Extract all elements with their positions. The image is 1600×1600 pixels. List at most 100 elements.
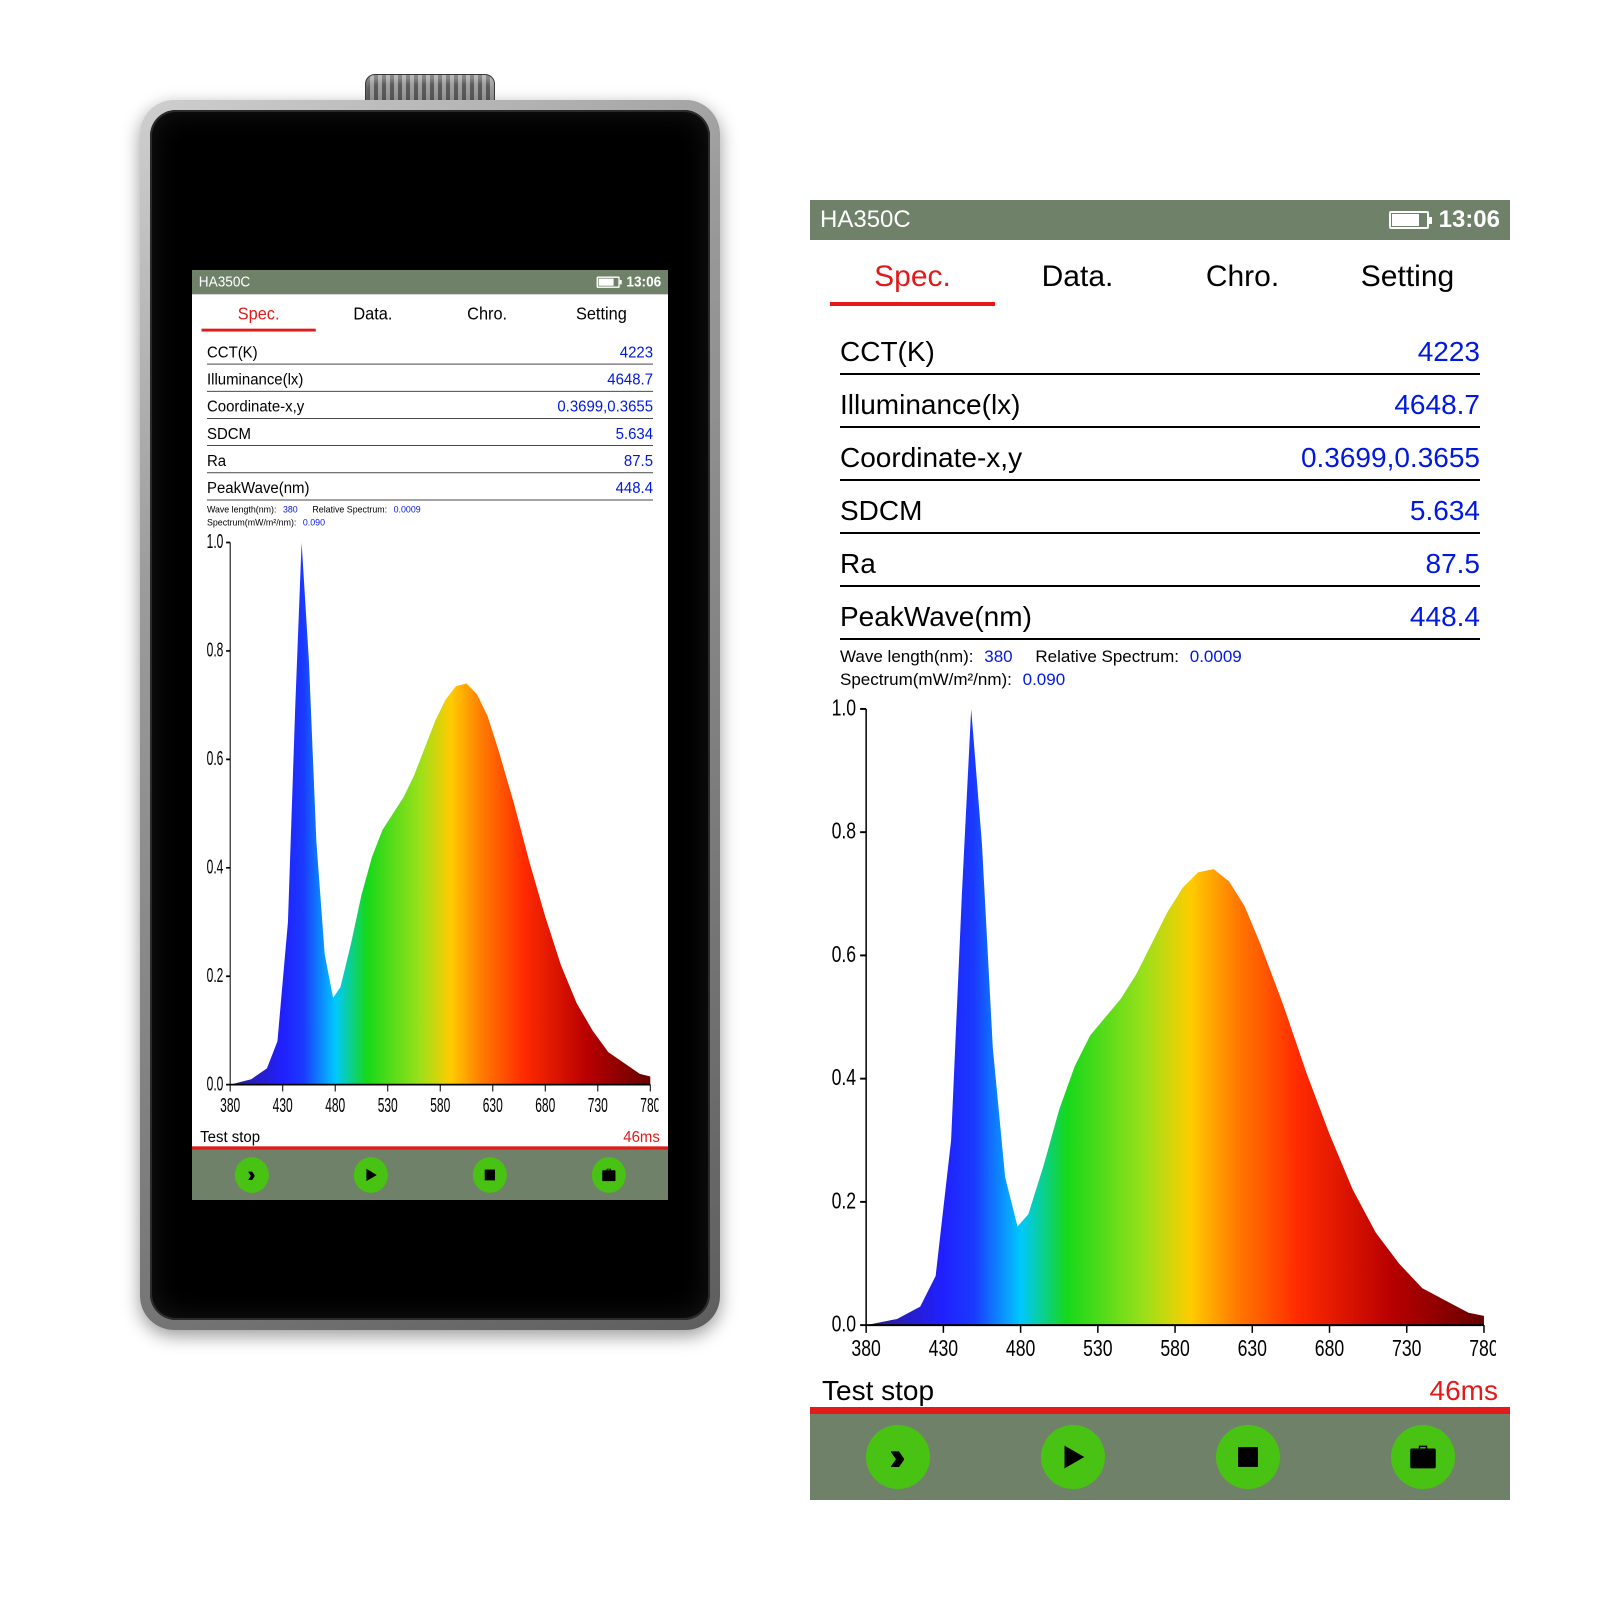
spectrum-svg: 0.00.20.40.60.81.03804304805305806306807…	[195, 531, 659, 1123]
reading-label: SDCM	[207, 425, 616, 444]
test-status-row: Test stop 46ms	[192, 1125, 668, 1150]
svg-text:480: 480	[1006, 1337, 1035, 1362]
reading-value: 448.4	[616, 479, 653, 498]
stop-icon	[1231, 1440, 1265, 1474]
reading-row: Ra 87.5	[207, 446, 653, 473]
readings-list: CCT(K) 4223 Illuminance(lx) 4648.7 Coord…	[810, 306, 1510, 640]
reading-value: 448.4	[1410, 601, 1480, 633]
battery-fill	[1392, 214, 1419, 226]
svg-text:0.2: 0.2	[832, 1189, 857, 1214]
spectrum-chart: 0.00.20.40.60.81.03804304805305806306807…	[810, 692, 1510, 1369]
play-icon	[1056, 1440, 1090, 1474]
reading-row: CCT(K) 4223	[840, 322, 1480, 375]
stop-icon	[481, 1166, 499, 1185]
tab-data[interactable]: Data.	[995, 250, 1160, 306]
svg-text:680: 680	[535, 1094, 555, 1117]
reading-row: PeakWave(nm) 448.4	[207, 473, 653, 500]
status-bar: HA350C 13:06	[810, 200, 1510, 240]
play-button[interactable]	[354, 1157, 388, 1193]
device-face: HA350C 13:06 Spec. Data. Chro. Setting C…	[150, 110, 710, 1320]
clock-label: 13:06	[1439, 206, 1500, 234]
relative-spectrum-label: Relative Spectrum:	[1035, 647, 1179, 666]
battery-icon	[596, 276, 619, 287]
button-bar: ››	[192, 1150, 668, 1200]
battery-fill	[599, 279, 614, 286]
reading-label: Illuminance(lx)	[207, 370, 607, 389]
skip-forward-button[interactable]: ››	[235, 1157, 269, 1193]
svg-text:530: 530	[378, 1094, 398, 1117]
svg-text:630: 630	[483, 1094, 503, 1117]
tab-spec[interactable]: Spec.	[202, 299, 316, 332]
tab-setting[interactable]: Setting	[544, 299, 658, 332]
reading-label: Ra	[840, 548, 1426, 580]
relative-spectrum-label: Relative Spectrum:	[312, 504, 387, 515]
reading-row: Coordinate-x,y 0.3699,0.3655	[207, 392, 653, 419]
spectrum-meta: Wave length(nm): 380 Relative Spectrum: …	[192, 500, 668, 528]
save-button[interactable]	[592, 1157, 626, 1193]
briefcase-icon	[600, 1166, 618, 1185]
reading-row: SDCM 5.634	[840, 481, 1480, 534]
double-chevron-right-icon: ››	[247, 1163, 250, 1187]
svg-text:530: 530	[1083, 1337, 1112, 1362]
device-model-label: HA350C	[820, 206, 1389, 234]
svg-text:480: 480	[325, 1094, 345, 1117]
battery-icon	[1389, 211, 1429, 229]
status-bar: HA350C 13:06	[192, 270, 668, 294]
reading-value: 5.634	[616, 425, 653, 444]
svg-text:730: 730	[588, 1094, 608, 1117]
spectrum-meta: Wave length(nm): 380 Relative Spectrum: …	[810, 640, 1510, 692]
spectrum-label: Spectrum(mW/m²/nm):	[207, 516, 296, 527]
reading-value: 4223	[620, 343, 653, 362]
reading-row: Ra 87.5	[840, 534, 1480, 587]
svg-text:1.0: 1.0	[207, 531, 224, 553]
play-button[interactable]	[1041, 1425, 1105, 1489]
svg-text:0.8: 0.8	[207, 638, 224, 661]
reading-label: CCT(K)	[207, 343, 620, 362]
save-button[interactable]	[1391, 1425, 1455, 1489]
reading-row: Illuminance(lx) 4648.7	[207, 364, 653, 391]
reading-row: PeakWave(nm) 448.4	[840, 587, 1480, 640]
relative-spectrum-value: 0.0009	[394, 504, 421, 515]
spectrum-value: 0.090	[303, 516, 325, 527]
svg-text:0.8: 0.8	[832, 820, 857, 845]
svg-text:780: 780	[640, 1094, 658, 1117]
stop-button[interactable]	[473, 1157, 507, 1193]
skip-forward-button[interactable]: ››	[866, 1425, 930, 1489]
reading-value: 87.5	[1426, 548, 1481, 580]
reading-row: SDCM 5.634	[207, 419, 653, 446]
tab-spec[interactable]: Spec.	[830, 250, 995, 306]
svg-text:0.4: 0.4	[832, 1066, 857, 1091]
spectrum-label: Spectrum(mW/m²/nm):	[840, 670, 1012, 689]
briefcase-icon	[1406, 1440, 1440, 1474]
device-body: HA350C 13:06 Spec. Data. Chro. Setting C…	[140, 100, 720, 1330]
test-status-row: Test stop 46ms	[810, 1371, 1510, 1414]
svg-text:580: 580	[1160, 1337, 1189, 1362]
tab-chro[interactable]: Chro.	[1160, 250, 1325, 306]
reading-value: 0.3699,0.3655	[1301, 442, 1480, 474]
reading-value: 4648.7	[1394, 389, 1480, 421]
readings-list: CCT(K) 4223 Illuminance(lx) 4648.7 Coord…	[192, 332, 668, 501]
tab-bar: Spec. Data. Chro. Setting	[810, 240, 1510, 306]
reading-value: 0.3699,0.3655	[557, 397, 653, 416]
reading-row: Coordinate-x,y 0.3699,0.3655	[840, 428, 1480, 481]
svg-text:0.2: 0.2	[207, 964, 224, 987]
button-bar: ››	[810, 1414, 1510, 1500]
reading-row: Illuminance(lx) 4648.7	[840, 375, 1480, 428]
wavelength-label: Wave length(nm):	[840, 647, 974, 666]
reading-row: CCT(K) 4223	[207, 337, 653, 364]
tab-bar: Spec. Data. Chro. Setting	[192, 294, 668, 331]
relative-spectrum-value: 0.0009	[1190, 647, 1242, 666]
wavelength-value: 380	[984, 647, 1012, 666]
stop-button[interactable]	[1216, 1425, 1280, 1489]
svg-text:380: 380	[220, 1094, 240, 1117]
reading-label: Illuminance(lx)	[840, 389, 1394, 421]
tab-chro[interactable]: Chro.	[430, 299, 544, 332]
test-status-label: Test stop	[822, 1375, 1430, 1407]
tab-data[interactable]: Data.	[316, 299, 430, 332]
spectrum-svg: 0.00.20.40.60.81.03804304805305806306807…	[814, 696, 1496, 1369]
svg-text:430: 430	[929, 1337, 958, 1362]
tab-setting[interactable]: Setting	[1325, 250, 1490, 306]
reading-label: Ra	[207, 452, 624, 471]
svg-text:0.0: 0.0	[832, 1312, 857, 1337]
reading-label: SDCM	[840, 495, 1410, 527]
